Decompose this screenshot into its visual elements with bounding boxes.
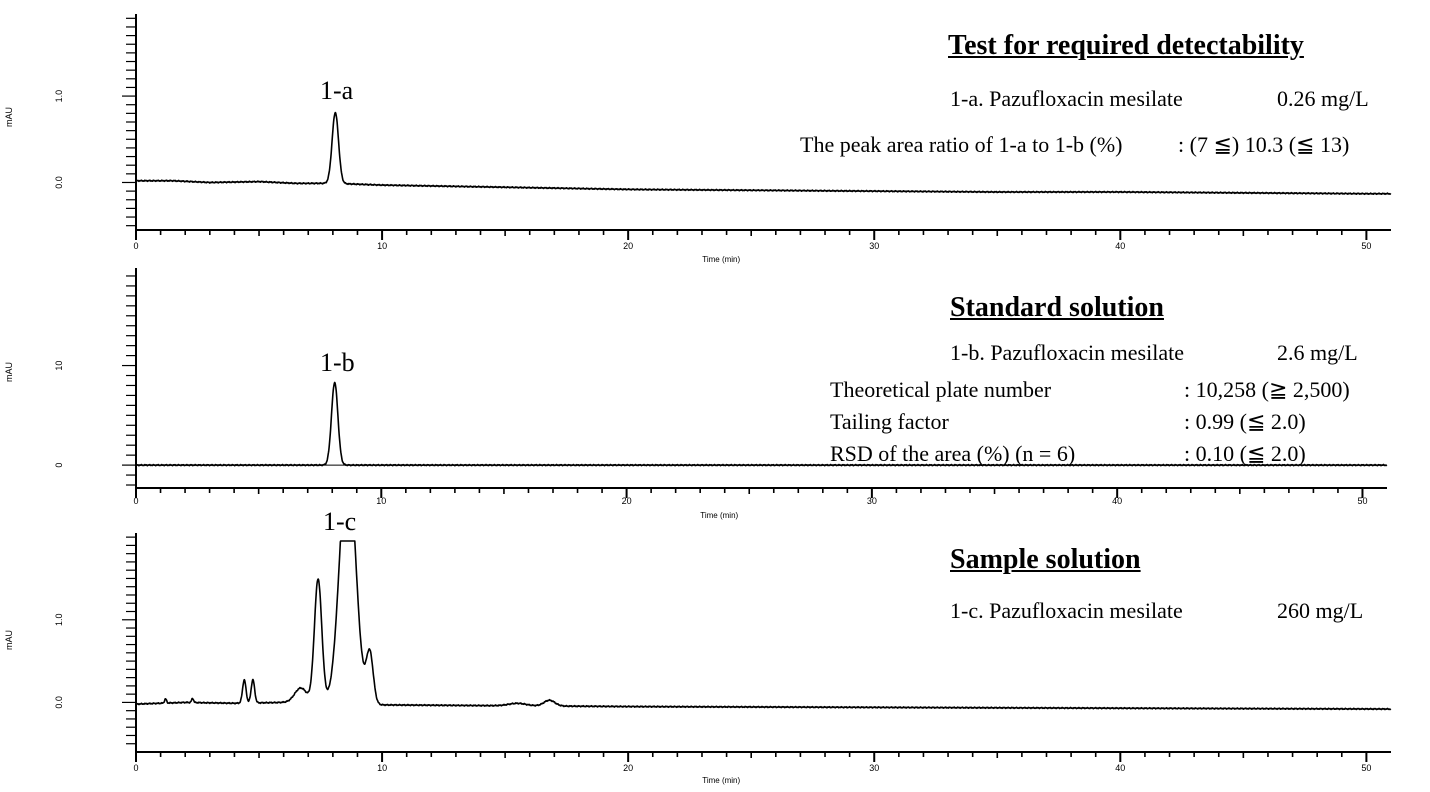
standard-title: Standard solution xyxy=(950,292,1164,323)
peak-label-1b: 1-b xyxy=(320,348,355,377)
x-tick-label: 50 xyxy=(1361,763,1371,773)
y-axis-label: mAU xyxy=(4,107,14,127)
x-tick-label: 20 xyxy=(623,241,633,251)
chromatogram-panel-detectability: 0.0 1.0 mAU 0 10 20 30 40 50 Time (min) xyxy=(4,14,1392,264)
x-axis-label: Time (min) xyxy=(702,776,740,785)
standard-line-1-value: 2.6 mg/L xyxy=(1277,340,1358,365)
x-tick-label: 30 xyxy=(869,241,879,251)
x-tick-label: 50 xyxy=(1361,241,1371,251)
standard-line-3-value: : 0.99 (≦ 2.0) xyxy=(1184,409,1306,434)
x-tick-label: 40 xyxy=(1112,496,1122,506)
y-tick-label: 1.0 xyxy=(54,614,64,627)
detectability-title: Test for required detectability xyxy=(948,30,1304,61)
sample-line-1-value: 260 mg/L xyxy=(1277,598,1364,623)
x-tick-label: 0 xyxy=(133,763,138,773)
y-axis-label: mAU xyxy=(4,362,14,382)
standard-line-3-label: Tailing factor xyxy=(830,409,949,434)
standard-line-1-label: 1-b. Pazufloxacin mesilate xyxy=(950,340,1184,365)
chromatogram-trace-detectability xyxy=(135,111,1392,196)
y-tick-label: 0.0 xyxy=(54,176,64,189)
x-tick-label: 20 xyxy=(622,496,632,506)
x-tick-label: 50 xyxy=(1357,496,1367,506)
standard-line-2-label: Theoretical plate number xyxy=(830,377,1052,402)
standard-line-4-label: RSD of the area (%) (n = 6) xyxy=(830,441,1076,466)
x-axis-label: Time (min) xyxy=(700,511,738,520)
detectability-line-1-label: 1-a. Pazufloxacin mesilate xyxy=(950,86,1183,111)
detectability-line-2-label: The peak area ratio of 1-a to 1-b (%) xyxy=(800,132,1123,157)
x-tick-label: 20 xyxy=(623,763,633,773)
x-tick-label: 0 xyxy=(133,241,138,251)
chromatogram-trace-standard xyxy=(135,381,1388,467)
x-axis-label: Time (min) xyxy=(702,255,740,264)
standard-line-2-value: : 10,258 (≧ 2,500) xyxy=(1184,377,1350,402)
detectability-line-1-value: 0.26 mg/L xyxy=(1277,86,1369,111)
chromatogram-panel-standard: 0 10 mAU 0 10 20 30 40 50 Time (min) xyxy=(4,268,1388,520)
x-tick-label: 10 xyxy=(377,763,387,773)
peak-label-1c: 1-c xyxy=(323,507,357,536)
x-tick-label: 10 xyxy=(376,496,386,506)
x-tick-label: 30 xyxy=(869,763,879,773)
sample-title: Sample solution xyxy=(950,544,1141,575)
x-tick-label: 10 xyxy=(377,241,387,251)
x-tick-label: 40 xyxy=(1115,763,1125,773)
x-tick-label: 40 xyxy=(1115,241,1125,251)
y-tick-label: 1.0 xyxy=(54,90,64,103)
y-tick-label: 0.0 xyxy=(54,696,64,709)
detectability-line-2-value: : (7 ≦) 10.3 (≦ 13) xyxy=(1178,132,1350,157)
chromatogram-panel-sample: 0.0 1.0 mAU 0 10 20 30 40 50 Time (min) xyxy=(4,533,1392,785)
y-tick-label: 10 xyxy=(54,361,64,371)
chromatogram-trace-sample xyxy=(135,540,1392,711)
peak-label-1a: 1-a xyxy=(320,76,354,105)
y-axis-label: mAU xyxy=(4,630,14,650)
sample-line-1-label: 1-c. Pazufloxacin mesilate xyxy=(950,598,1183,623)
standard-line-4-value: : 0.10 (≦ 2.0) xyxy=(1184,441,1306,466)
x-tick-label: 30 xyxy=(867,496,877,506)
x-tick-label: 0 xyxy=(133,496,138,506)
y-tick-label: 0 xyxy=(54,463,64,468)
